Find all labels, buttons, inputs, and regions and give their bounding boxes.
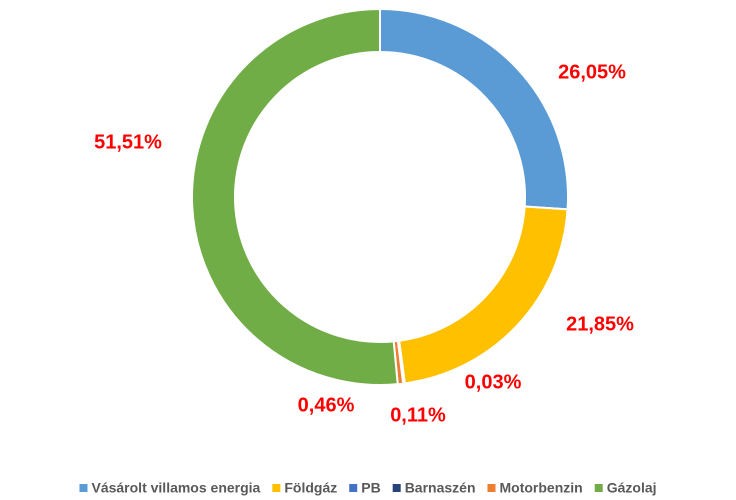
legend-swatch — [392, 484, 401, 492]
legend-label: Gázolaj — [607, 480, 657, 496]
legend-swatch — [487, 484, 496, 492]
value-label: 26,05% — [558, 61, 626, 83]
legend-swatch — [272, 484, 281, 492]
donut-segment — [191, 7, 399, 386]
legend-swatch — [79, 484, 88, 492]
donut-segment — [379, 7, 569, 211]
legend-label: Vásárolt villamos energia — [91, 480, 260, 496]
value-label: 0,03% — [465, 371, 522, 393]
value-label: 0,11% — [390, 404, 446, 426]
legend-label: PB — [361, 480, 380, 496]
value-label: 21,85% — [566, 313, 634, 335]
donut-segment — [397, 205, 569, 385]
legend-swatch — [349, 484, 358, 492]
legend-label: Barnaszén — [405, 480, 476, 496]
legend-label: Földgáz — [284, 480, 337, 496]
value-label: 51,51% — [94, 131, 162, 153]
value-label: 0,46% — [298, 394, 355, 416]
legend-swatch — [594, 484, 603, 492]
legend-label: Motorbenzin — [500, 480, 583, 496]
